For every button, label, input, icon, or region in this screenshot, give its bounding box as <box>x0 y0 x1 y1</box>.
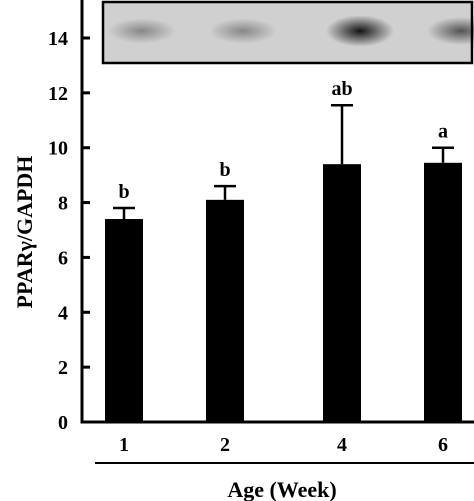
y-axis-title: PPARγ/GAPDH <box>12 156 37 309</box>
y-tick-label: 0 <box>58 412 68 434</box>
y-tick-label: 6 <box>58 247 68 269</box>
blot-bands <box>108 15 474 47</box>
bars: b b ab a <box>105 78 462 423</box>
blot-band <box>108 18 176 44</box>
significance-label: ab <box>331 78 352 100</box>
bar <box>424 162 462 423</box>
x-tick-label: 6 <box>438 434 448 456</box>
y-tick-label: 8 <box>58 193 68 215</box>
significance-label: a <box>438 121 448 143</box>
y-tick-label: 12 <box>48 83 68 105</box>
significance-label: b <box>118 181 129 203</box>
western-blot-inset <box>101 0 474 65</box>
x-tick-labels: 1 2 4 6 <box>119 434 448 456</box>
bar <box>323 164 361 422</box>
significance-label: b <box>219 159 230 181</box>
y-tick-label: 10 <box>48 138 68 160</box>
x-tick-label: 4 <box>337 434 347 456</box>
x-axis-title: Age (Week) <box>227 477 336 501</box>
blot-band <box>326 15 394 47</box>
y-tick-label: 14 <box>48 28 68 50</box>
y-tick-label: 2 <box>58 357 68 379</box>
y-tick-label: 4 <box>58 302 68 324</box>
y-ticks: 0 2 4 6 8 10 12 14 <box>48 28 90 434</box>
x-tick-label: 1 <box>119 434 129 456</box>
x-tick-label: 2 <box>220 434 230 456</box>
blot-band <box>209 18 277 44</box>
axes <box>80 0 474 464</box>
blot-band <box>427 17 474 45</box>
bar <box>105 219 143 422</box>
bar <box>206 199 244 422</box>
